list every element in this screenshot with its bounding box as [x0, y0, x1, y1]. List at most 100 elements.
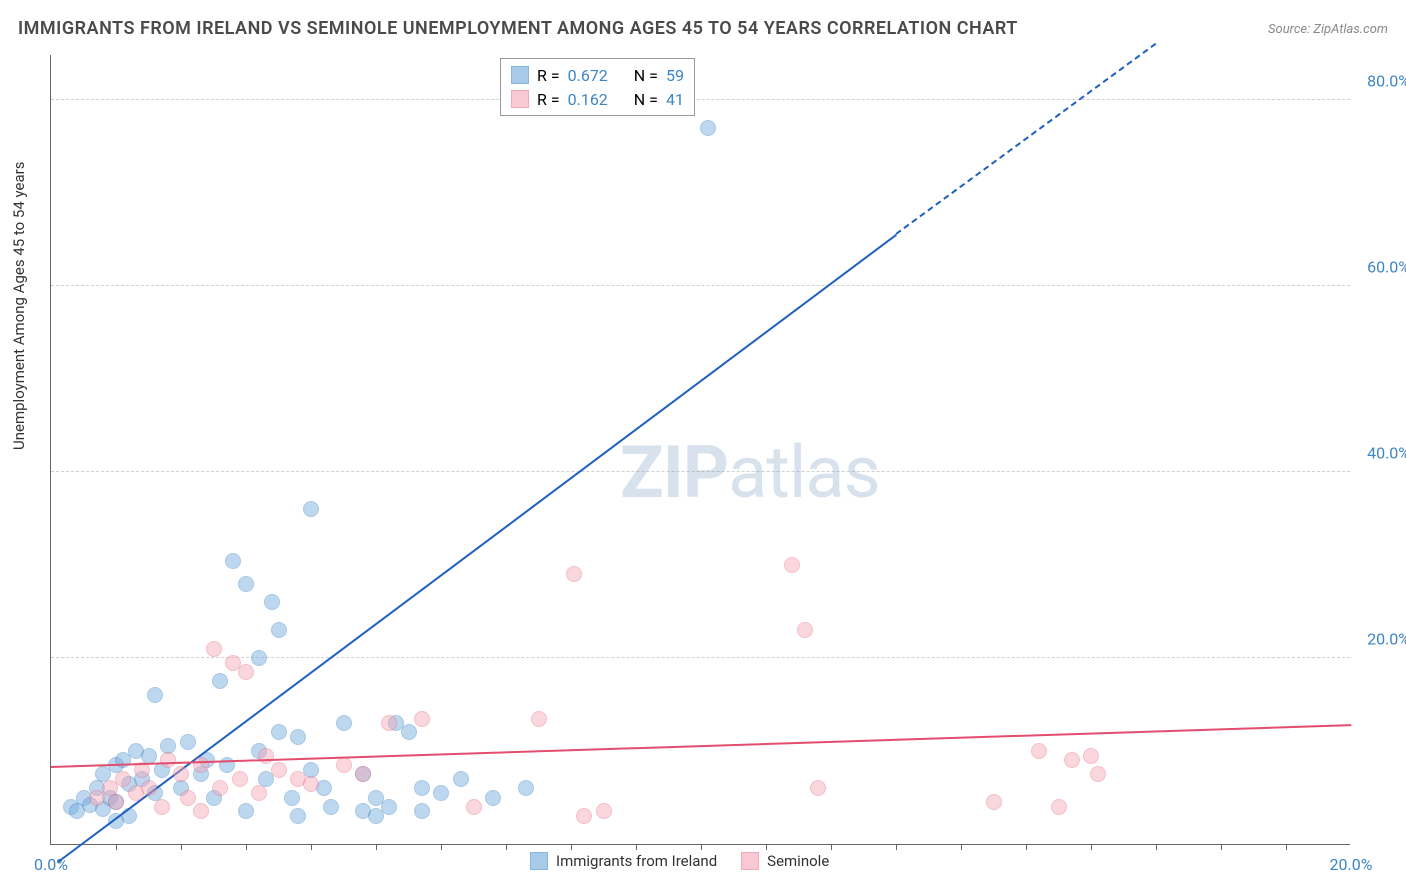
legend-r-label: R = [537, 90, 560, 109]
scatter-point [303, 776, 319, 792]
scatter-point [1051, 799, 1067, 815]
scatter-point [466, 799, 482, 815]
scatter-point [173, 766, 189, 782]
x-tick-label: 20.0% [1330, 855, 1373, 874]
x-tick-mark [831, 844, 832, 850]
legend-series-name: Immigrants from Ireland [556, 852, 717, 870]
scatter-point [238, 803, 254, 819]
x-tick-mark [701, 844, 702, 850]
scatter-point [232, 771, 248, 787]
scatter-point [115, 771, 131, 787]
y-tick-label: 20.0% [1367, 630, 1406, 649]
scatter-point [154, 799, 170, 815]
scatter-point [986, 794, 1002, 810]
scatter-point [238, 576, 254, 592]
scatter-point [212, 673, 228, 689]
scatter-point [1090, 766, 1106, 782]
scatter-point [225, 553, 241, 569]
scatter-point [290, 729, 306, 745]
x-tick-mark [441, 844, 442, 850]
scatter-point [1031, 743, 1047, 759]
x-tick-mark [181, 844, 182, 850]
correlation-legend: R = 0.672 N = 59 R = 0.162 N = 41 [500, 58, 695, 116]
scatter-point [700, 120, 716, 136]
scatter-point [784, 557, 800, 573]
legend-n-value: 59 [666, 66, 684, 85]
legend-swatch [511, 66, 529, 84]
x-tick-mark [636, 844, 637, 850]
scatter-point [531, 711, 547, 727]
scatter-point [271, 724, 287, 740]
scatter-point [518, 780, 534, 796]
scatter-point [238, 664, 254, 680]
x-tick-mark [376, 844, 377, 850]
scatter-point [1083, 748, 1099, 764]
scatter-point [1064, 752, 1080, 768]
x-tick-mark [506, 844, 507, 850]
y-tick-label: 40.0% [1367, 444, 1406, 463]
source-label: Source: ZipAtlas.com [1268, 22, 1388, 37]
scatter-point [147, 687, 163, 703]
scatter-point [251, 785, 267, 801]
legend-n-label: N = [634, 90, 658, 109]
scatter-point [336, 757, 352, 773]
scatter-point [193, 803, 209, 819]
scatter-point [810, 780, 826, 796]
scatter-point [284, 790, 300, 806]
scatter-point [212, 780, 228, 796]
scatter-point [433, 785, 449, 801]
gridline-horizontal [51, 657, 1350, 658]
series-legend: Immigrants from IrelandSeminole [530, 852, 829, 870]
legend-row: R = 0.162 N = 41 [511, 87, 684, 111]
trend-line-extrapolated [895, 43, 1156, 235]
legend-n-label: N = [634, 66, 658, 85]
x-tick-mark [896, 844, 897, 850]
scatter-point [401, 724, 417, 740]
legend-n-value: 41 [666, 90, 684, 109]
scatter-point [576, 808, 592, 824]
legend-swatch [530, 852, 548, 870]
y-tick-label: 80.0% [1367, 72, 1406, 91]
scatter-point [453, 771, 469, 787]
legend-swatch [511, 90, 529, 108]
scatter-point [414, 711, 430, 727]
x-tick-mark [571, 844, 572, 850]
x-tick-mark [116, 844, 117, 850]
x-tick-mark [1156, 844, 1157, 850]
scatter-point [160, 752, 176, 768]
scatter-point [485, 790, 501, 806]
scatter-point [414, 803, 430, 819]
legend-swatch [741, 852, 759, 870]
x-tick-mark [1221, 844, 1222, 850]
x-tick-mark [311, 844, 312, 850]
legend-row: R = 0.672 N = 59 [511, 63, 684, 87]
legend-r-value: 0.672 [568, 66, 608, 85]
legend-item: Immigrants from Ireland [530, 852, 717, 870]
x-tick-mark [1091, 844, 1092, 850]
scatter-point [596, 803, 612, 819]
legend-r-label: R = [537, 66, 560, 85]
scatter-point [108, 794, 124, 810]
scatter-point [323, 799, 339, 815]
scatter-point [251, 650, 267, 666]
x-tick-mark [246, 844, 247, 850]
x-tick-mark [1286, 844, 1287, 850]
scatter-point [141, 780, 157, 796]
scatter-point [336, 715, 352, 731]
scatter-point [368, 808, 384, 824]
scatter-point [264, 594, 280, 610]
scatter-point [258, 748, 274, 764]
scatter-point [193, 757, 209, 773]
y-tick-label: 60.0% [1367, 258, 1406, 277]
legend-r-value: 0.162 [568, 90, 608, 109]
trend-line [51, 724, 1351, 768]
gridline-horizontal [51, 285, 1350, 286]
scatter-point [206, 641, 222, 657]
x-tick-mark [1026, 844, 1027, 850]
chart-plot-area: 20.0%40.0%60.0%80.0%0.0%20.0% [50, 55, 1350, 845]
scatter-point [180, 790, 196, 806]
scatter-point [566, 566, 582, 582]
chart-title: IMMIGRANTS FROM IRELAND VS SEMINOLE UNEM… [18, 18, 1018, 39]
scatter-point [381, 715, 397, 731]
scatter-point [271, 762, 287, 778]
